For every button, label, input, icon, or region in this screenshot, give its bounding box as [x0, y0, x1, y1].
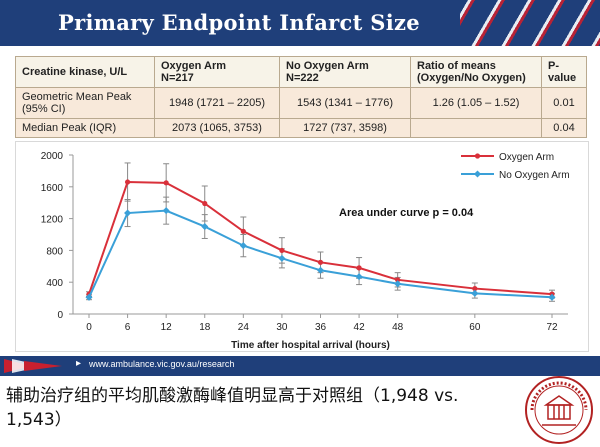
- table-cell: 0.01: [541, 87, 587, 119]
- data-point: [162, 207, 170, 215]
- data-point: [239, 242, 247, 250]
- x-tick-label: 60: [469, 322, 481, 333]
- data-point: [240, 228, 246, 234]
- x-tick-label: 12: [161, 322, 173, 333]
- data-point: [356, 265, 362, 271]
- data-point: [124, 209, 132, 217]
- table-cell: 1948 (1721 – 2205): [154, 87, 280, 119]
- x-tick-label: 72: [546, 322, 558, 333]
- table-header-cell: Creatine kinase, U/L: [15, 56, 155, 88]
- x-tick-label: 42: [354, 322, 366, 333]
- x-tick-label: 18: [199, 322, 211, 333]
- data-point: [201, 223, 209, 231]
- data-point: [394, 280, 402, 288]
- y-tick-label: 800: [46, 246, 63, 257]
- caption-text: 辅助治疗组的平均肌酸激酶峰值明显高于对照组（1,948 vs. 1,543）: [6, 386, 459, 430]
- table-cell: 1727 (737, 3598): [279, 118, 411, 138]
- footer-url[interactable]: www.ambulance.vic.gov.au/research: [89, 359, 235, 369]
- arrow-icon: ▸: [76, 358, 82, 369]
- table-row: Median Peak (IQR) 2073 (1065, 3753) 1727…: [15, 118, 587, 138]
- chart-annotation: Area under curve p = 0.04: [339, 207, 474, 219]
- table-cell: 0.04: [541, 118, 587, 138]
- slide-footer: ▸ www.ambulance.vic.gov.au/research: [0, 356, 600, 376]
- table-cell: 1.26 (1.05 – 1.52): [410, 87, 542, 119]
- data-point: [85, 293, 93, 301]
- slide-title: Primary Endpoint Infarct Size: [58, 10, 420, 35]
- ambulance-logo-icon: [4, 359, 62, 373]
- legend-marker: [473, 170, 482, 178]
- table-header-cell: P-value: [541, 56, 587, 88]
- x-tick-label: 0: [86, 322, 92, 333]
- data-point: [316, 266, 325, 274]
- data-point: [472, 285, 478, 292]
- table-header-cell: No Oxygen Arm N=222: [279, 56, 411, 88]
- table-row: Geometric Mean Peak (95% CI) 1948 (1721 …: [15, 87, 587, 119]
- x-tick-label: 30: [276, 322, 288, 333]
- legend-label: Oxygen Arm: [499, 152, 554, 163]
- x-tick-label: 24: [238, 322, 250, 333]
- data-point: [355, 273, 363, 281]
- table-cell: [410, 118, 542, 138]
- header-stripes: [460, 0, 600, 46]
- data-point: [317, 259, 324, 265]
- data-point: [278, 254, 286, 262]
- x-tick-label: 6: [125, 322, 131, 333]
- y-tick-label: 1600: [41, 183, 64, 194]
- y-tick-label: 0: [57, 310, 63, 321]
- line-chart: 0 400 800 1200 1600 2000 0 6 12 18 24 30 36 42 48 60 72 T…: [41, 151, 570, 351]
- data-point: [548, 293, 556, 301]
- y-tick-label: 1200: [41, 215, 64, 226]
- data-point: [124, 179, 131, 185]
- table-cell: 2073 (1065, 3753): [154, 118, 280, 138]
- data-point: [163, 180, 169, 186]
- table-cell: Geometric Mean Peak (95% CI): [15, 87, 155, 119]
- chart-panel: 0 400 800 1200 1600 2000 0 6 12 18 24 30 36 42 48 60 72 T…: [15, 141, 589, 352]
- table-header-cell: Ratio of means (Oxygen/No Oxygen): [410, 56, 542, 88]
- x-tick-label: 48: [392, 322, 404, 333]
- x-axis-title: Time after hospital arrival (hours): [231, 340, 390, 351]
- data-point: [202, 200, 208, 207]
- y-tick-label: 400: [46, 278, 63, 289]
- data-point: [279, 247, 285, 253]
- slide-header: Primary Endpoint Infarct Size: [0, 0, 600, 46]
- data-point: [395, 277, 401, 283]
- legend-marker: [474, 153, 481, 159]
- table-header-row: Creatine kinase, U/L Oxygen Arm N=217 No…: [15, 56, 587, 88]
- table-header-cell: Oxygen Arm N=217: [154, 56, 280, 88]
- legend-label: No Oxygen Arm: [499, 170, 570, 181]
- table-cell: 1543 (1341 – 1776): [279, 87, 411, 119]
- university-seal-icon: [525, 376, 593, 444]
- x-tick-label: 36: [315, 322, 327, 333]
- y-tick-label: 2000: [41, 151, 64, 162]
- table-cell: Median Peak (IQR): [15, 118, 155, 138]
- data-point: [471, 289, 479, 297]
- results-table: Creatine kinase, U/L Oxygen Arm N=217 No…: [15, 56, 587, 138]
